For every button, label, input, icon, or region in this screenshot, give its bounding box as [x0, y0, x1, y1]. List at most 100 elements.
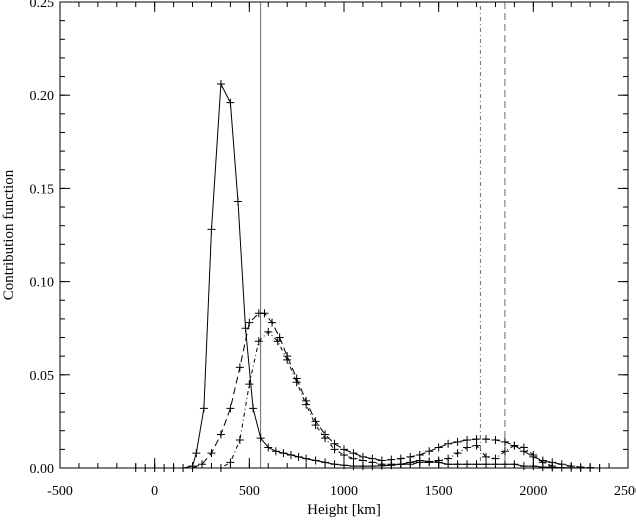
data-point-marker [463, 436, 472, 445]
data-point-marker [491, 454, 500, 463]
data-point-marker [292, 378, 301, 387]
data-point-marker [529, 450, 538, 459]
data-point-marker [216, 430, 225, 439]
data-point-marker [463, 443, 472, 452]
data-point-marker [444, 439, 453, 448]
data-point-marker [235, 436, 244, 445]
y-tick-label: 0.05 [30, 369, 55, 384]
data-point-marker [264, 443, 273, 452]
data-point-marker [207, 449, 216, 458]
data-point-marker [586, 463, 595, 472]
data-point-marker [286, 450, 295, 459]
data-point-marker [529, 462, 538, 471]
data-point-marker [302, 454, 311, 463]
data-point-marker [538, 458, 547, 467]
data-point-marker [188, 464, 197, 472]
x-axis-label: Height [km] [307, 502, 381, 518]
data-point-marker [576, 463, 585, 472]
y-axis-label: Contribution function [1, 169, 17, 300]
data-point-marker [199, 404, 208, 413]
data-point-marker [249, 404, 258, 413]
data-point-marker [321, 434, 330, 443]
data-point-marker [245, 318, 254, 327]
data-point-marker [387, 460, 396, 469]
data-point-marker [264, 327, 273, 336]
data-point-marker [283, 355, 292, 364]
data-point-marker [141, 464, 150, 472]
x-tick-label: 1500 [425, 484, 453, 499]
data-point-marker [377, 460, 386, 469]
data-point-marker [273, 337, 282, 346]
data-point-marker [216, 464, 225, 472]
data-point-marker [233, 197, 242, 206]
plot-frame [59, 1, 629, 469]
data-point-marker [472, 460, 481, 469]
data-point-marker [358, 456, 367, 465]
data-point-marker [519, 462, 528, 471]
data-point-marker [302, 400, 311, 409]
data-point-marker [268, 318, 277, 327]
data-point-marker [425, 458, 434, 467]
y-tick-label: 0.25 [30, 0, 55, 11]
data-point-marker [311, 456, 320, 465]
data-point-marker [491, 436, 500, 445]
data-point-marker [260, 309, 269, 318]
series-lines [131, 80, 604, 472]
reference-lines [260, 2, 506, 468]
data-point-marker [463, 460, 472, 469]
y-tick-label: 0.20 [30, 89, 55, 104]
data-point-marker [294, 452, 303, 461]
data-point-marker [548, 462, 557, 471]
y-tick-label: 0.10 [30, 276, 55, 291]
data-point-marker [595, 464, 604, 472]
data-point-marker [482, 435, 490, 444]
data-point-marker [279, 449, 288, 458]
data-point-marker [198, 460, 206, 469]
y-tick-label: 0.15 [30, 182, 55, 197]
data-point-marker [192, 449, 201, 458]
data-point-marker [453, 449, 462, 458]
data-point-marker [340, 461, 348, 470]
data-point-marker [415, 458, 424, 467]
data-point-marker [472, 441, 481, 450]
data-point-marker [271, 447, 280, 456]
data-point-marker [169, 464, 178, 472]
y-tick-labels: 0.00 0.05 0.10 0.15 0.20 0.25 [30, 0, 55, 477]
data-point-marker [434, 443, 443, 452]
data-point-marker [500, 437, 509, 446]
data-point-marker [453, 437, 462, 446]
data-point-marker [557, 460, 566, 469]
x-tick-label: -500 [47, 484, 73, 499]
data-point-marker [425, 447, 434, 456]
data-point-marker [510, 460, 519, 469]
data-point-marker [406, 452, 415, 461]
data-point-marker [396, 460, 405, 469]
x-tick-label: 500 [239, 484, 260, 499]
series-line-2 [192, 312, 600, 469]
data-point-marker [321, 458, 330, 467]
data-point-marker [368, 458, 377, 467]
data-point-marker [131, 464, 140, 472]
data-point-marker [482, 460, 490, 469]
data-point-marker [330, 445, 339, 454]
series-line-3 [220, 331, 553, 469]
data-point-marker [216, 80, 225, 89]
data-point-marker [256, 434, 265, 443]
data-point-marker [482, 452, 490, 461]
data-point-marker [245, 380, 254, 389]
data-point-marker [567, 462, 576, 471]
data-point-marker [179, 464, 188, 472]
data-point-marker [311, 421, 320, 430]
data-point-marker [330, 460, 339, 469]
data-point-marker [254, 337, 263, 346]
data-point-marker [519, 443, 528, 452]
data-point-marker [160, 464, 169, 472]
data-point-marker [349, 462, 358, 471]
x-tick-label: 1000 [330, 484, 358, 499]
data-point-marker [226, 98, 235, 107]
data-point-marker [207, 225, 216, 234]
data-point-marker [226, 404, 235, 413]
data-point-marker [275, 333, 284, 342]
